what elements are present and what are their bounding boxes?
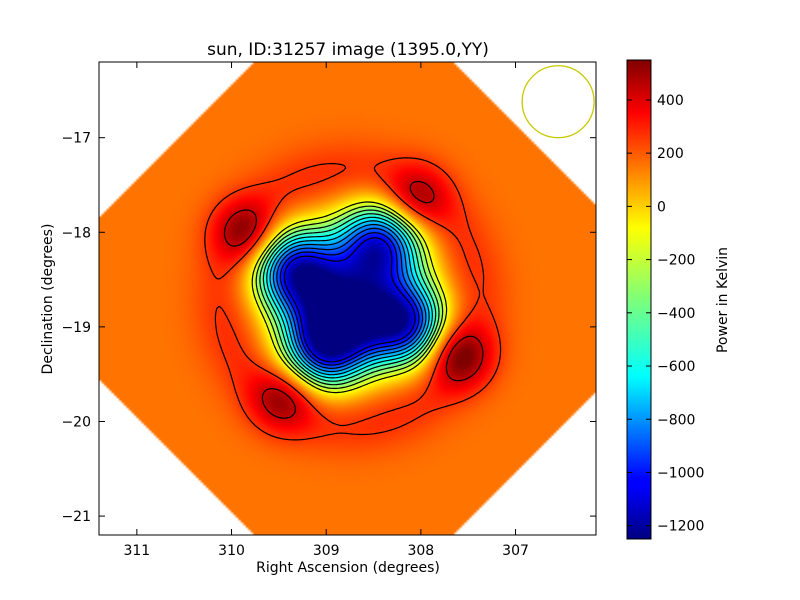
y-tick-label: −18 (61, 225, 91, 241)
x-axis-label: Right Ascension (degrees) (256, 560, 440, 576)
contour-lines (204, 157, 502, 441)
y-tick-label: −20 (61, 414, 91, 430)
colorbar-tick-label: −800 (657, 412, 695, 428)
x-axis: 311 310 309 308 307 (123, 62, 529, 559)
contour-negative (269, 220, 430, 376)
contour-negative (251, 201, 448, 394)
contour-positive (204, 157, 502, 441)
colorbar-tick-label: −200 (657, 253, 695, 269)
colorbar-tick-label: −1000 (657, 465, 704, 481)
y-tick-label: −17 (61, 131, 91, 147)
colorbar-ticks: 400 200 0 −200 −400 −600 −800 −1000 −1200 (627, 93, 704, 535)
colorbar-label: Power in Kelvin (715, 247, 731, 353)
y-tick-label: −21 (61, 509, 91, 525)
contour-negative (272, 223, 427, 373)
heatmap-image (99, 62, 596, 535)
colorbar-tick-label: −600 (657, 359, 695, 375)
contour-negative (283, 237, 416, 363)
chart-title: sun, ID:31257 image (1395.0,YY) (207, 40, 489, 60)
beam-circle (521, 65, 595, 139)
y-axis-label: Declination (degrees) (40, 224, 56, 375)
x-tick-label: 309 (313, 543, 340, 559)
colorbar-tick-label: 200 (657, 146, 684, 162)
colorbar-tick-label: 400 (657, 93, 684, 109)
x-tick-label: 307 (502, 543, 529, 559)
colorbar: 400 200 0 −200 −400 −600 −800 −1000 −1200 Power … (626, 59, 731, 540)
contour-negative (276, 227, 424, 369)
x-tick-label: 308 (407, 543, 434, 559)
contour-negative (262, 213, 437, 382)
y-tick-label: −19 (61, 320, 91, 336)
colorbar-tick-label: −1200 (657, 519, 704, 535)
contour-negative (259, 209, 440, 386)
contour-positive (223, 180, 484, 419)
y-axis: −17 −18 −19 −20 −21 (61, 131, 596, 525)
colorbar-gradient (627, 60, 651, 539)
contour-negative (255, 205, 444, 389)
x-tick-label: 311 (123, 543, 150, 559)
colorbar-tick-label: −400 (657, 306, 695, 322)
colorbar-tick-label: 0 (657, 199, 666, 215)
contour-negative (266, 216, 433, 379)
contour-negative (279, 232, 420, 366)
plot-frame (98, 61, 597, 536)
colorbar-frame (626, 59, 652, 540)
plot-area (98, 61, 597, 536)
x-tick-label: 310 (218, 543, 245, 559)
